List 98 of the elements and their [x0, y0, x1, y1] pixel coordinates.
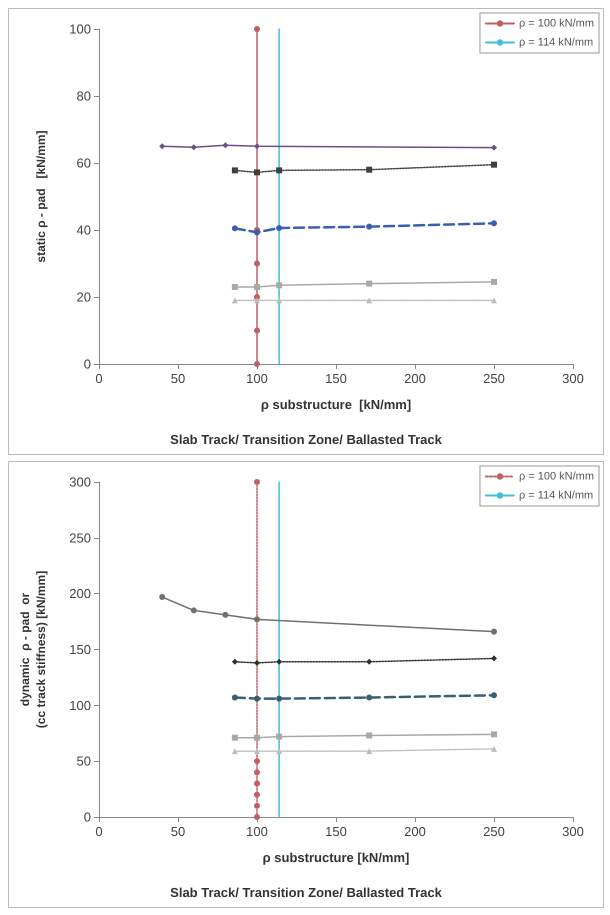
- point: [491, 731, 497, 738]
- y-tick-label: 40: [76, 222, 91, 238]
- point: [491, 144, 497, 151]
- point: [254, 328, 260, 334]
- point: [254, 660, 260, 666]
- legend-label: ρ = 114 kN/mm: [518, 490, 594, 502]
- x-tick-label: 250: [483, 824, 505, 839]
- point: [254, 769, 260, 776]
- point: [254, 284, 260, 290]
- y-tick-label: 60: [76, 156, 91, 170]
- point: [491, 220, 497, 226]
- point: [366, 658, 372, 665]
- x-axis-title: ρ substructure [kN/mm]: [262, 850, 410, 865]
- y-tick-label: 0: [84, 810, 91, 824]
- point: [254, 780, 260, 786]
- point: [254, 26, 260, 32]
- point: [254, 748, 260, 754]
- x-tick-label: 250: [483, 371, 505, 386]
- legend-label: ρ = 114 kN/mm: [518, 36, 594, 48]
- y-axis-title: static ρ - pad [kN/mm]: [34, 130, 48, 263]
- point: [491, 746, 497, 752]
- x-tick-label: 200: [404, 371, 426, 386]
- y-axis-title: dynamic ρ - pad or (cc track stiffness) [kN/mm]: [18, 570, 48, 728]
- point: [232, 748, 238, 754]
- point: [232, 284, 238, 290]
- x-tick-label: 300: [562, 371, 584, 386]
- point: [491, 692, 497, 698]
- point: [254, 479, 260, 485]
- point: [232, 734, 238, 741]
- point: [190, 144, 197, 150]
- point: [276, 297, 282, 304]
- point: [159, 594, 166, 600]
- y-tick-label: 80: [76, 88, 91, 104]
- point: [276, 696, 282, 702]
- point: [366, 732, 372, 738]
- x-tick-label: 200: [404, 824, 426, 839]
- point: [190, 607, 197, 614]
- point: [276, 282, 282, 288]
- text: Slab Track/ Transition Zone/ Ballasted Track: [170, 885, 443, 900]
- point: [491, 655, 497, 662]
- point: [159, 143, 166, 150]
- x-tick-label: 100: [246, 371, 268, 386]
- point: [276, 734, 282, 740]
- point: [366, 224, 372, 230]
- point: [366, 280, 372, 287]
- point: [254, 616, 260, 622]
- point: [366, 694, 372, 701]
- point: [276, 224, 282, 231]
- x-tick-label: 0: [95, 371, 103, 386]
- x-tick-label: 50: [170, 371, 186, 386]
- point: [254, 814, 260, 820]
- point: [276, 167, 282, 174]
- point: [254, 734, 260, 741]
- point: [254, 229, 260, 236]
- y-tick-label: 50: [76, 754, 91, 769]
- point: [254, 143, 260, 150]
- x-tick-label: 300: [562, 824, 584, 839]
- y-tick-label: 300: [69, 474, 91, 490]
- point: [222, 142, 228, 148]
- x-tick-label: 150: [325, 824, 347, 839]
- point: [491, 278, 497, 285]
- point: [254, 758, 260, 764]
- y-tick-label: 250: [69, 530, 91, 546]
- y-tick-label: 20: [76, 290, 91, 304]
- point: [276, 748, 282, 754]
- point: [366, 166, 372, 173]
- point: [491, 297, 497, 304]
- point: [254, 792, 260, 798]
- point: [232, 225, 238, 232]
- x-axis-title: ρ substructure [kN/mm]: [260, 397, 412, 412]
- legend-label: ρ = 100 kN/mm: [518, 470, 594, 482]
- y-tick-label: 150: [69, 642, 91, 657]
- y-tick-label: 200: [69, 586, 91, 602]
- point: [254, 260, 260, 266]
- legend-label: ρ = 100 kN/mm: [518, 18, 594, 30]
- x-tick-label: 150: [325, 371, 347, 386]
- point: [232, 167, 238, 174]
- point: [366, 748, 372, 754]
- point: [254, 361, 260, 367]
- point: [232, 297, 238, 304]
- point: [491, 162, 497, 168]
- y-tick-label: 100: [69, 22, 91, 36]
- text: Slab Track/ Transition Zone/ Ballasted Track: [170, 432, 443, 447]
- point: [232, 658, 238, 665]
- point: [366, 297, 372, 304]
- point: [276, 658, 282, 665]
- x-tick-label: 0: [95, 824, 103, 839]
- point: [222, 612, 228, 618]
- point: [254, 297, 260, 304]
- point: [254, 169, 260, 176]
- point: [491, 628, 497, 635]
- y-tick-label: 100: [69, 698, 91, 713]
- x-tick-label: 50: [170, 824, 186, 839]
- point: [254, 696, 260, 702]
- point: [254, 802, 260, 809]
- y-tick-label: 0: [84, 356, 91, 372]
- point: [232, 694, 238, 701]
- x-tick-label: 100: [246, 824, 268, 839]
